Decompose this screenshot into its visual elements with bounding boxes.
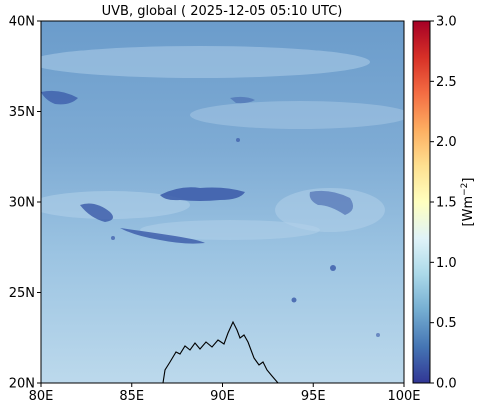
bright-band-north [41, 46, 370, 78]
patch-east-scatter [309, 190, 354, 215]
colorbar-tick-label: 2.0 [436, 135, 457, 150]
colorbar-tick-label: 0.0 [436, 377, 457, 392]
low-uvb-patches [41, 90, 380, 337]
bright-band-mid [190, 101, 404, 129]
colorbar-gradient [412, 20, 431, 384]
patch-northwest [41, 90, 78, 105]
uvb-field [41, 21, 404, 383]
y-tick-label: 25N [9, 286, 35, 301]
colorbar-tick-label: 0.5 [436, 316, 457, 331]
x-tick-label: 100E [387, 389, 420, 404]
coastline [162, 320, 279, 383]
colorbar-label-close: ] [461, 178, 476, 183]
x-tick-label: 85E [119, 389, 144, 404]
bright-band-center [140, 220, 320, 240]
y-tick-label: 30N [9, 196, 35, 211]
map-title: UVB, global ( 2025-12-05 05:10 UTC) [102, 4, 343, 19]
x-tick-label: 90E [210, 389, 235, 404]
y-tick-label: 20N [9, 377, 35, 392]
y-tick-label: 40N [9, 15, 35, 30]
colorbar-tick-label: 3.0 [436, 15, 457, 30]
bright-band-west [41, 191, 190, 219]
patch-dot-4 [111, 236, 115, 240]
colorbar: 0.0 0.5 1.0 1.5 2.0 2.5 3.0 [Wm−2] [412, 15, 476, 392]
patch-himalaya [120, 228, 205, 244]
x-tick-label: 95E [301, 389, 326, 404]
y-tick-label: 35N [9, 105, 35, 120]
x-tick-label: 80E [29, 389, 54, 404]
colorbar-label-exponent: −2 [460, 183, 470, 196]
patch-dot-2 [291, 297, 297, 303]
x-axis: 80E 85E 90E 95E 100E [29, 383, 421, 404]
bright-band-east [275, 188, 385, 232]
colorbar-tick-label: 1.5 [436, 196, 457, 211]
patch-dot-5 [376, 333, 380, 337]
colorbar-label: [Wm−2] [460, 178, 476, 227]
colorbar-ticks: 0.0 0.5 1.0 1.5 2.0 2.5 3.0 [430, 15, 457, 392]
y-axis: 20N 25N 30N 35N 40N [9, 15, 41, 392]
patch-tibet-north [160, 187, 245, 201]
colorbar-tick-label: 2.5 [436, 75, 457, 90]
patch-dot-3 [236, 138, 240, 142]
patch-dot-1 [330, 265, 336, 271]
patch-north-mid [230, 96, 255, 104]
patch-tibet-west [80, 203, 114, 222]
colorbar-label-base: [Wm [461, 196, 476, 227]
colorbar-tick-label: 1.0 [436, 256, 457, 271]
